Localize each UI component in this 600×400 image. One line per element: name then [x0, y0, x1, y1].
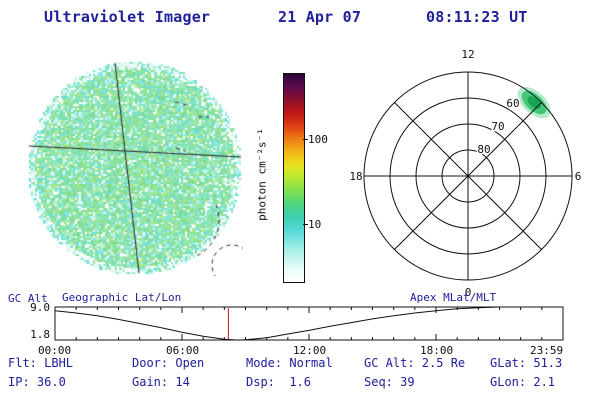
gc-alt-xtick-2359: 23:59: [530, 344, 564, 357]
gc-alt-xtick-0000: 00:00: [38, 344, 72, 357]
status-flt: Flt: LBHL: [8, 356, 74, 370]
status-gcalt: GC Alt: 2.5 Re: [364, 356, 466, 370]
gc-alt-ytick-top: 9.0: [30, 301, 50, 314]
status-glat: GLat: 51.3: [490, 356, 563, 370]
ring-label-80: 80: [477, 143, 490, 156]
mlt-spoke-diag2: [394, 102, 542, 250]
colorbar-tick-100-mark: [303, 139, 308, 140]
apex-panel-label: Apex MLat/MLT: [410, 291, 497, 304]
status-seq: Seq: 39: [364, 375, 415, 389]
uv-disk-image: [27, 60, 243, 276]
page-title: Ultraviolet Imager: [44, 8, 211, 26]
status-ip: IP: 36.0: [8, 375, 66, 389]
status-dsp: Dsp: 1.6: [246, 375, 312, 389]
header-date: 21 Apr 07: [278, 8, 362, 26]
ring-label-70: 70: [491, 120, 504, 133]
gc-alt-ytick-bottom: 1.8: [30, 328, 50, 341]
header-time: 08:11:23 UT: [426, 8, 528, 26]
status-mode: Mode: Normal: [246, 356, 333, 370]
status-door: Door: Open: [132, 356, 205, 370]
apex-polar-plot: 12 18 6 0 60 70 80: [349, 48, 582, 299]
colorbar-tick-10-mark: [303, 224, 308, 225]
status-gain: Gain: 14: [132, 375, 190, 389]
status-glon: GLon: 2.1: [490, 375, 556, 389]
mlt-label-6: 6: [575, 170, 582, 183]
gc-alt-plot: [54, 306, 564, 341]
gc-alt-xtick-0600: 06:00: [166, 344, 200, 357]
colorbar-tick-10: 10: [308, 218, 322, 231]
ring-label-60: 60: [506, 97, 519, 110]
gc-alt-axis-label: GC Alt: [8, 292, 48, 305]
mlt-label-18: 18: [349, 170, 362, 183]
colorbar-tick-100: 100: [308, 133, 328, 146]
mlt-label-12: 12: [461, 48, 474, 61]
gc-alt-xtick-1200: 12:00: [293, 344, 327, 357]
gc-alt-xtick-1800: 18:00: [420, 344, 454, 357]
colorbar-unit-label: photon cm⁻²s⁻¹: [255, 128, 269, 221]
geographic-panel-label: Geographic Lat/Lon: [62, 291, 182, 304]
colorbar-gradient: [283, 73, 305, 283]
mlt-label-0: 0: [465, 286, 472, 299]
aurora-blob-layer: [517, 86, 551, 119]
